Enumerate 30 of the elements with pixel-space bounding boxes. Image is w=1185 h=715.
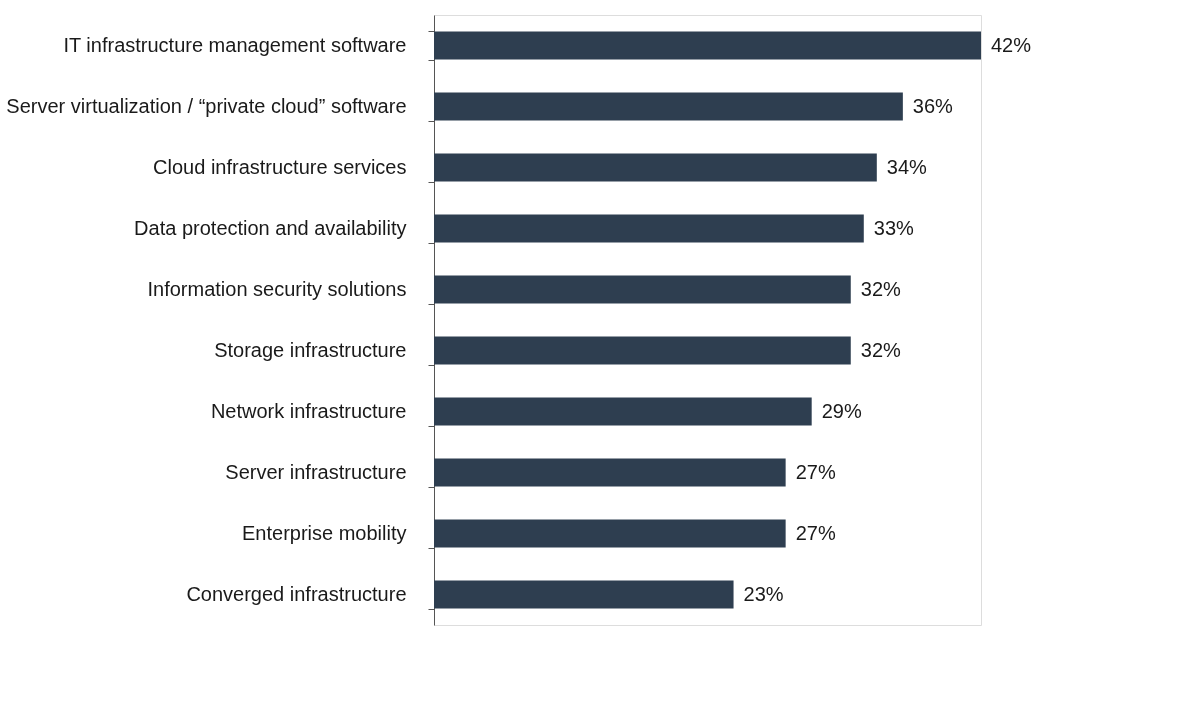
y-tick-label: IT infrastructure management software xyxy=(63,34,407,56)
bar xyxy=(434,336,851,365)
bar xyxy=(434,153,877,182)
bar xyxy=(434,458,786,487)
data-label: 34% xyxy=(886,155,928,178)
bar xyxy=(434,580,734,609)
data-label: 27% xyxy=(795,460,836,483)
y-tick-label: Enterprise mobility xyxy=(241,522,407,544)
data-label: 36% xyxy=(912,94,954,117)
y-tick-label: Information security solutions xyxy=(147,278,407,300)
y-tick-label: Server infrastructure xyxy=(225,461,407,483)
y-tick-label: Storage infrastructure xyxy=(214,339,407,361)
data-label: 23% xyxy=(743,582,784,605)
bar xyxy=(434,275,851,304)
data-label: 27% xyxy=(795,521,836,544)
bar xyxy=(434,397,812,426)
data-label: 42% xyxy=(991,33,1032,56)
bar xyxy=(434,92,903,121)
data-label: 33% xyxy=(873,216,915,239)
y-tick-label: Server virtualization / “private cloud” software xyxy=(6,95,407,117)
bar xyxy=(434,214,864,243)
y-tick-label: Network infrastructure xyxy=(210,400,407,422)
data-label: 29% xyxy=(821,399,862,422)
y-tick-label: Cloud infrastructure services xyxy=(153,156,407,178)
bar xyxy=(434,519,786,548)
data-label: 32% xyxy=(860,277,902,300)
bar xyxy=(434,31,981,60)
y-tick-label: Data protection and availability xyxy=(134,217,407,239)
y-tick-label: Converged infrastructure xyxy=(186,583,407,605)
data-label: 32% xyxy=(860,338,902,361)
